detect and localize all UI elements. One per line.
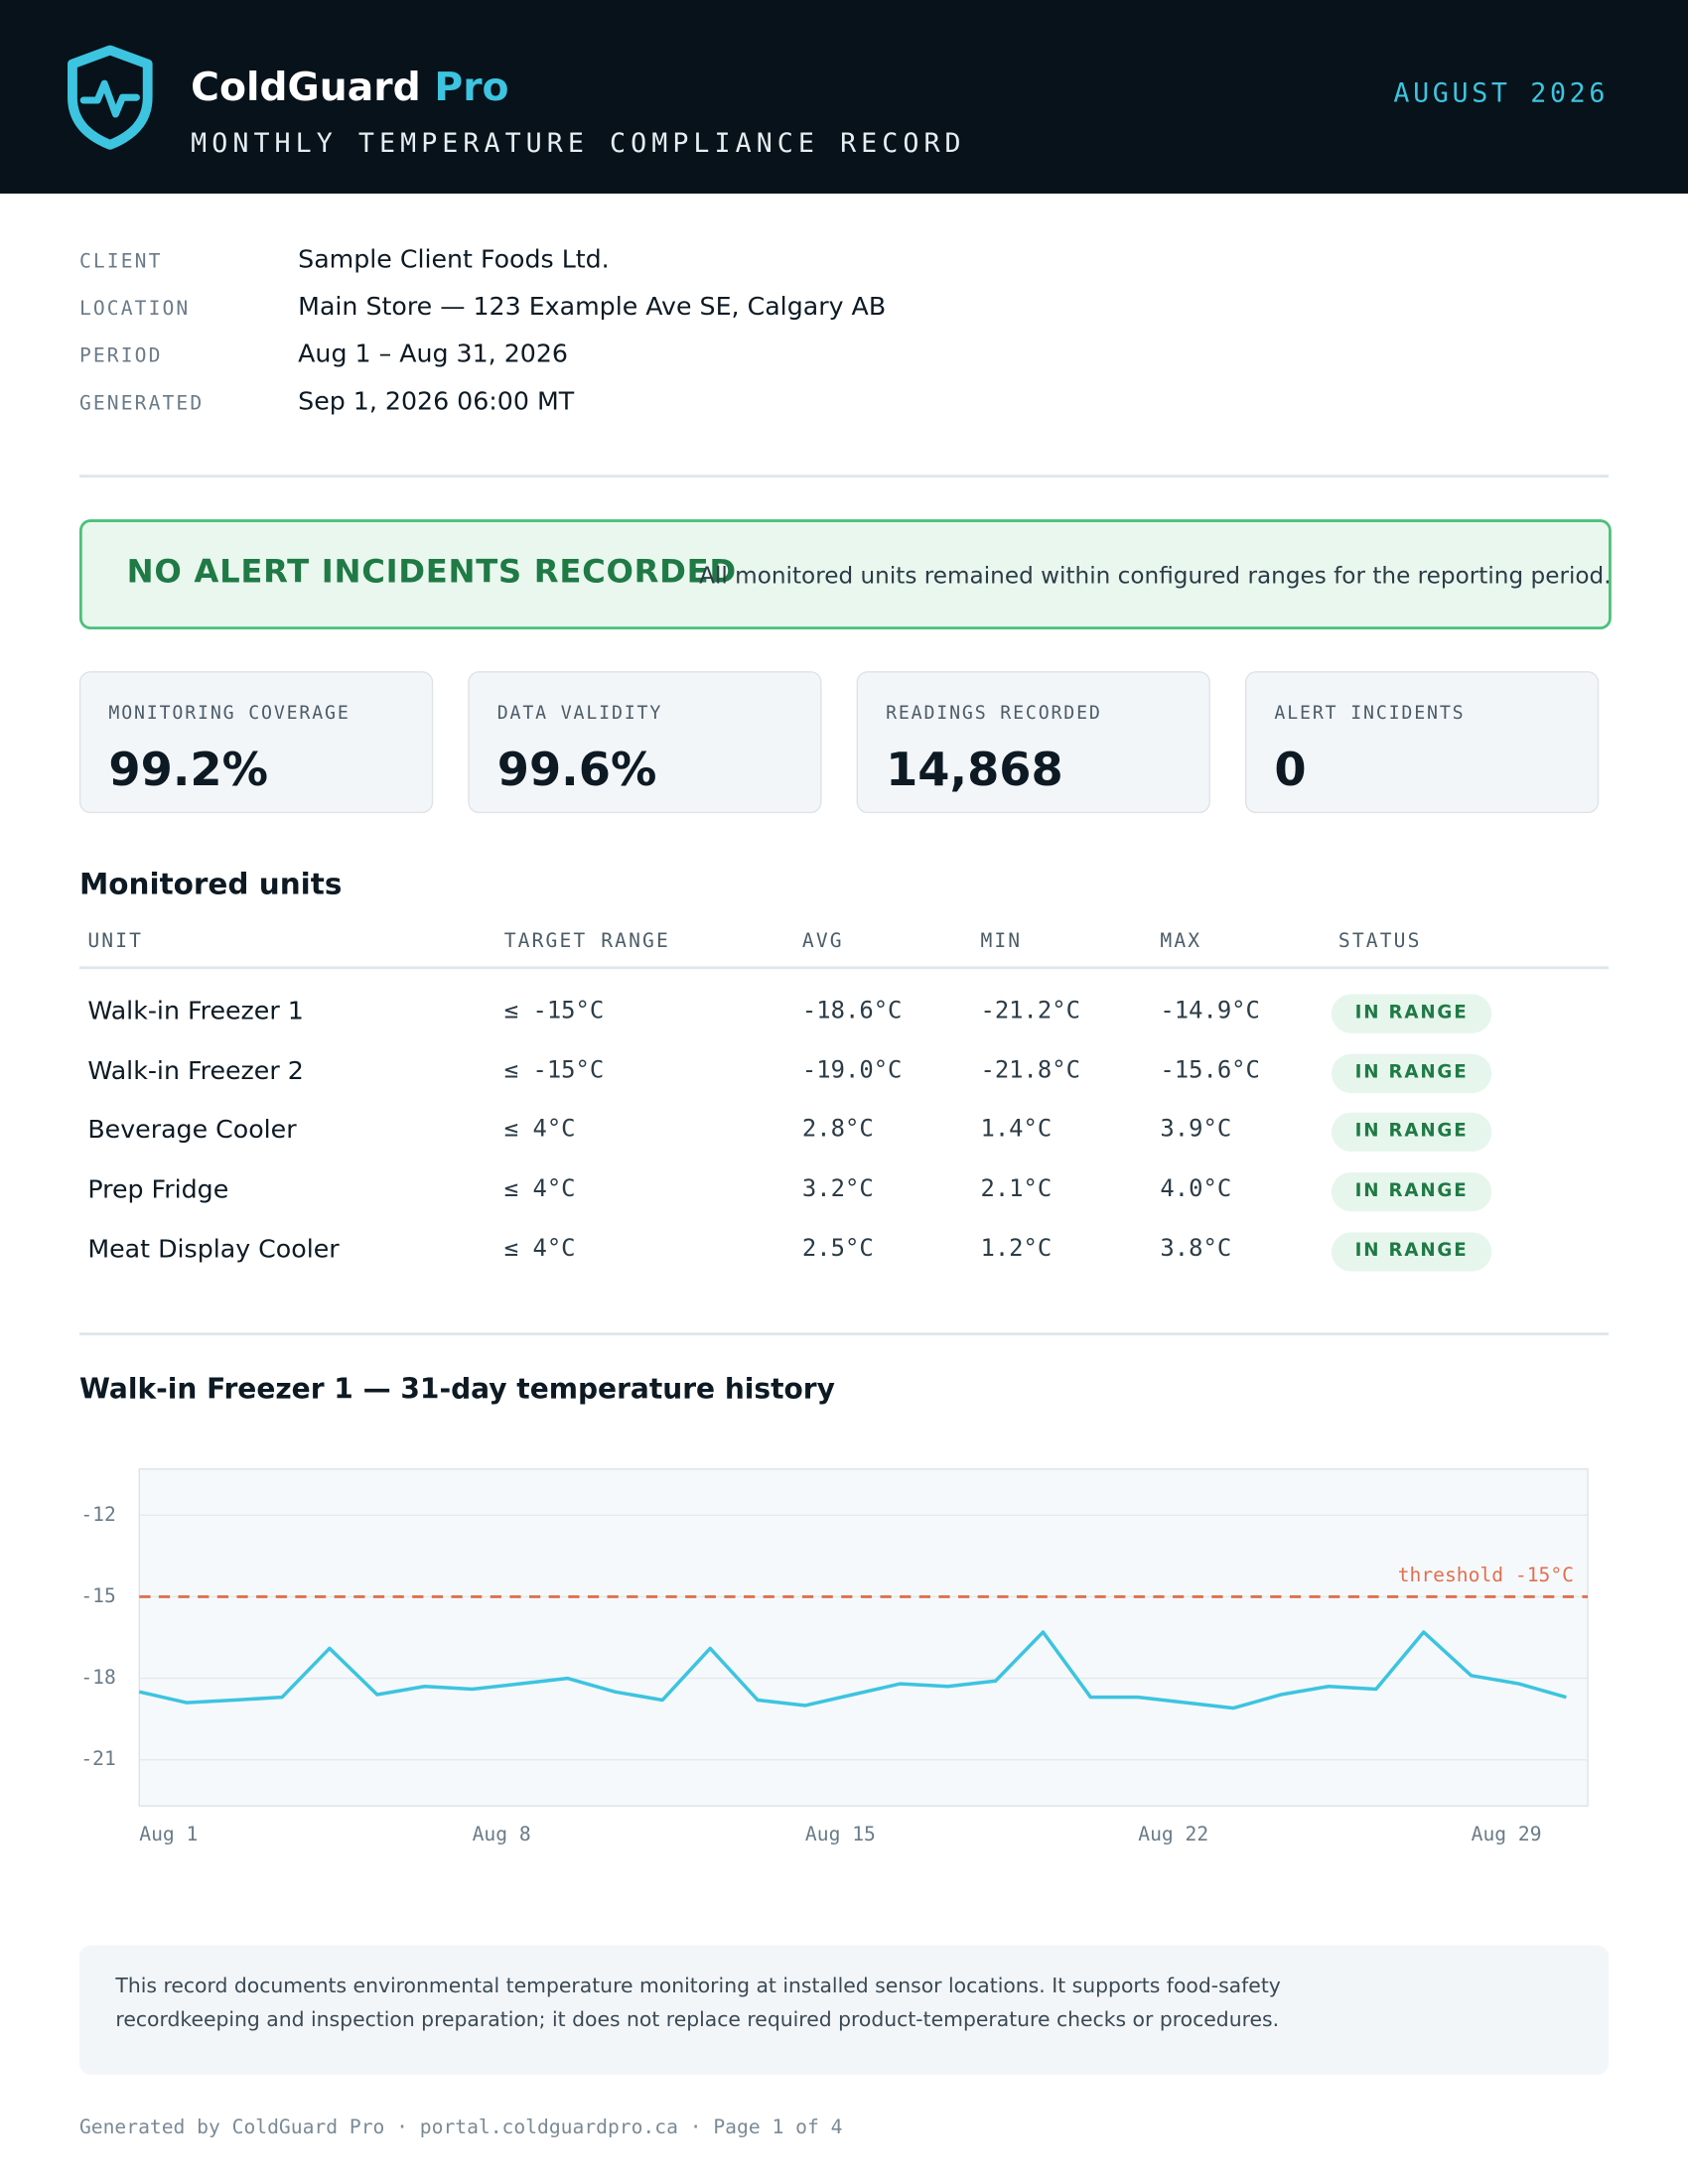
- cell: ≤ 4°C: [503, 1116, 576, 1145]
- column-header: STATUS: [1337, 929, 1422, 953]
- info-label: CLIENT: [78, 250, 163, 273]
- info-value: Aug 1 – Aug 31, 2026: [298, 340, 568, 369]
- x-tick-label: Aug 22: [1138, 1823, 1208, 1845]
- logo: [68, 45, 153, 150]
- plot-area: [138, 1468, 1589, 1807]
- kpi-card: DATA VALIDITY 99.6%: [468, 671, 822, 814]
- brand: ColdGuard Pro: [191, 65, 508, 110]
- cell: -18.6°C: [801, 997, 903, 1025]
- cell: ≤ 4°C: [503, 1174, 576, 1204]
- info-label: LOCATION: [78, 298, 191, 321]
- y-tick-label: -21: [80, 1747, 115, 1770]
- brand-name: ColdGuard: [191, 64, 421, 110]
- info-label: PERIOD: [78, 344, 163, 368]
- unit-name: Prep Fridge: [87, 1174, 229, 1205]
- divider: [78, 1332, 1610, 1336]
- x-tick-label: Aug 8: [473, 1823, 531, 1845]
- column-header: MAX: [1160, 929, 1202, 953]
- info-value: Sep 1, 2026 06:00 MT: [298, 386, 575, 417]
- unit-name: Walk-in Freezer 1: [87, 997, 304, 1026]
- unit-name: Meat Display Cooler: [87, 1234, 340, 1265]
- status-badge: IN RANGE: [1331, 1172, 1492, 1212]
- chart-title: Walk-in Freezer 1 — 31-day temperature h…: [78, 1371, 835, 1406]
- x-tick-label: Aug 15: [805, 1823, 876, 1845]
- cell: -15.6°C: [1160, 1056, 1260, 1085]
- cell: 2.1°C: [980, 1174, 1053, 1204]
- cell: 2.8°C: [801, 1116, 874, 1145]
- kpi-card: READINGS RECORDED 14,868: [856, 671, 1210, 814]
- cell: ≤ 4°C: [503, 1234, 576, 1263]
- cell: 3.8°C: [1160, 1234, 1232, 1263]
- threshold-label: threshold -15°C: [1398, 1564, 1574, 1586]
- note: This record documents environmental temp…: [115, 1976, 1281, 2032]
- cell: 2.5°C: [801, 1234, 874, 1263]
- status-badge: IN RANGE: [1331, 1232, 1492, 1272]
- banner-text: All monitored units remained within conf…: [699, 562, 1612, 590]
- cell: 1.2°C: [980, 1234, 1053, 1263]
- column-header: UNIT: [87, 929, 144, 953]
- report-month: AUGUST 2026: [1393, 77, 1610, 109]
- kpi-label: ALERT INCIDENTS: [1274, 703, 1466, 725]
- y-tick-label: -15: [80, 1584, 115, 1607]
- cell: 3.2°C: [801, 1174, 874, 1204]
- kpi-card: MONITORING COVERAGE 99.2%: [78, 671, 434, 814]
- kpi-card: ALERT INCIDENTS 0: [1244, 671, 1600, 814]
- banner-title: NO ALERT INCIDENTS RECORDED: [126, 554, 737, 591]
- kpi-value: 99.6%: [496, 742, 657, 797]
- column-header: TARGET RANGE: [503, 929, 670, 953]
- footer: Generated by ColdGuard Pro · portal.cold…: [78, 2116, 843, 2139]
- unit-name: Walk-in Freezer 2: [87, 1056, 304, 1086]
- cell: 1.4°C: [980, 1116, 1053, 1145]
- y-tick-label: -12: [80, 1503, 115, 1526]
- kpi-label: READINGS RECORDED: [886, 703, 1102, 725]
- x-tick-label: Aug 29: [1472, 1823, 1542, 1845]
- kpi-value: 14,868: [886, 742, 1063, 797]
- info-label: GENERATED: [78, 392, 205, 415]
- column-header: AVG: [801, 929, 844, 953]
- table-title: Monitored units: [78, 867, 343, 901]
- status-badge: IN RANGE: [1331, 1053, 1492, 1093]
- info-value: Sample Client Foods Ltd.: [298, 244, 610, 275]
- cell: 3.9°C: [1160, 1116, 1232, 1145]
- kpi-value: 0: [1274, 742, 1307, 797]
- unit-name: Beverage Cooler: [87, 1116, 297, 1146]
- status-badge: IN RANGE: [1331, 1113, 1492, 1153]
- chart: -12 -15 -18 -21 Aug 1 Aug 8 Aug 15 Aug 22 Aug 29…: [80, 1468, 1589, 1845]
- header: [0, 0, 1688, 194]
- kpi-label: DATA VALIDITY: [496, 703, 663, 725]
- cell: -14.9°C: [1160, 997, 1260, 1025]
- cell: -21.8°C: [980, 1056, 1080, 1085]
- cell: -19.0°C: [801, 1056, 903, 1085]
- cell: ≤ -15°C: [503, 1056, 605, 1085]
- brand-suffix: Pro: [434, 64, 509, 110]
- column-header: MIN: [980, 929, 1023, 953]
- cell: 4.0°C: [1160, 1174, 1232, 1204]
- subtitle: MONTHLY TEMPERATURE COMPLIANCE RECORD: [191, 128, 966, 159]
- kpi-label: MONITORING COVERAGE: [108, 703, 351, 725]
- kpi-value: 99.2%: [108, 742, 269, 797]
- status-badge: IN RANGE: [1331, 994, 1492, 1033]
- x-tick-label: Aug 1: [139, 1823, 198, 1845]
- cell: ≤ -15°C: [503, 997, 605, 1025]
- divider: [78, 475, 1610, 478]
- cell: -21.2°C: [980, 997, 1080, 1025]
- banner: [78, 519, 1612, 629]
- temperature-line: [138, 1630, 1567, 1710]
- y-tick-label: -18: [80, 1666, 115, 1689]
- info-value: Main Store — 123 Example Ave SE, Calgary…: [298, 292, 887, 323]
- table-rule: [78, 966, 1610, 970]
- note-box: [78, 1945, 1610, 2075]
